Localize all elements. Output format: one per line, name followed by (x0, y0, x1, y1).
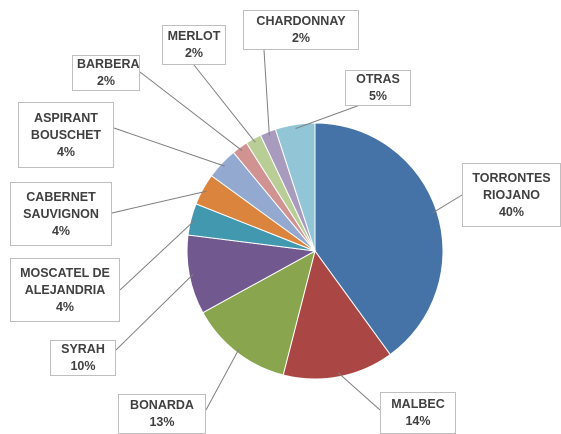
leader-line (205, 348, 240, 411)
label-category: ASPIRANT BOUSCHET (30, 110, 102, 142)
leader-line (263, 49, 270, 136)
label-category: CABERNET SAUVIGNON (23, 189, 99, 221)
label-category: BARBERA (77, 57, 140, 71)
label-value: 4% (56, 144, 76, 159)
pie-slice (202, 250, 316, 376)
label-value: 2% (291, 31, 311, 45)
data-label: BARBERA 2% (72, 55, 140, 91)
leader-line (337, 372, 381, 411)
data-label: ASPIRANT BOUSCHET 4% (18, 102, 114, 168)
label-value: 4% (51, 223, 71, 238)
leader-line (113, 127, 225, 167)
label-category: SYRAH (61, 342, 105, 356)
data-label: CABERNET SAUVIGNON 4% (10, 182, 112, 246)
data-label: CHARDONNAY 2% (243, 10, 359, 50)
label-value: 13% (149, 415, 175, 429)
data-label: TORRONTES RIOJANO 40% (462, 163, 561, 227)
leader-line (115, 273, 194, 351)
data-label: SYRAH 10% (50, 340, 116, 376)
label-category: TORRONTES RIOJANO (472, 170, 551, 202)
data-label: MOSCATEL DE ALEJANDRIA 4% (10, 258, 120, 322)
leader-line (295, 104, 361, 129)
pie-slice (274, 122, 316, 252)
leader-line (119, 219, 196, 291)
leader-line (139, 71, 243, 152)
label-value: 5% (368, 89, 388, 103)
label-value: 2% (184, 46, 204, 60)
pie-slice (186, 234, 317, 314)
leader-line (193, 64, 256, 143)
data-label: MALBEC 14% (380, 392, 456, 434)
label-category: MOSCATEL DE ALEJANDRIA (20, 265, 110, 297)
label-value: 4% (55, 299, 75, 314)
leader-line (432, 194, 463, 214)
label-category: CHARDONNAY (256, 14, 346, 28)
leader-line (111, 190, 207, 214)
label-category: BONARDA (130, 398, 194, 412)
label-value: 40% (498, 204, 525, 219)
pie-slice (314, 122, 444, 356)
data-label: OTRAS 5% (345, 70, 411, 106)
label-value: 10% (70, 359, 96, 373)
label-category: MALBEC (391, 397, 445, 411)
data-label: BONARDA 13% (118, 394, 206, 434)
pie-slice (282, 249, 391, 380)
label-value: 14% (405, 414, 431, 428)
data-label: MERLOT 2% (162, 25, 226, 65)
label-value: 2% (96, 74, 116, 88)
label-category: OTRAS (356, 72, 400, 86)
label-category: MERLOT (167, 29, 221, 43)
